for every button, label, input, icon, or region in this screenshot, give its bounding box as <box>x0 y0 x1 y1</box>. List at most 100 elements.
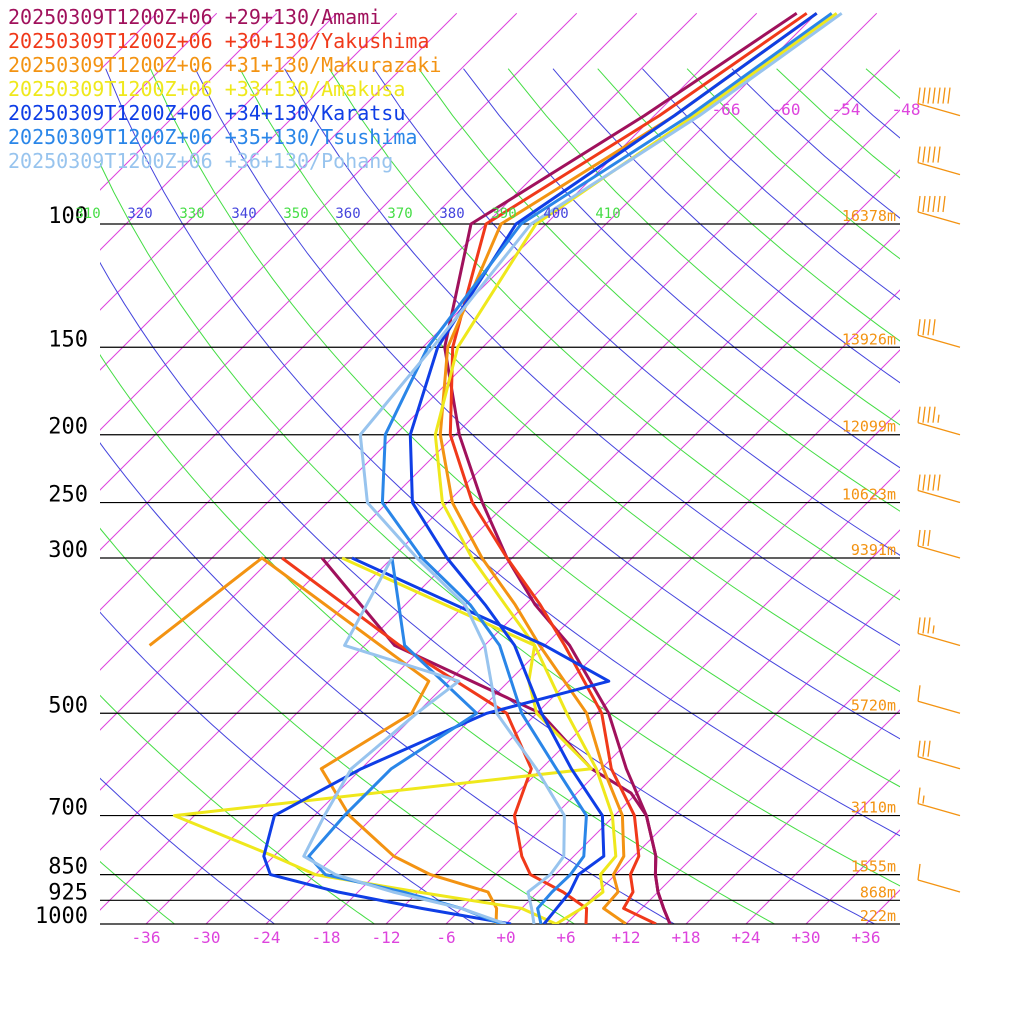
isotherm-line <box>265 289 900 924</box>
isotherm-line <box>100 49 900 851</box>
pressure-tick-label: 200 <box>48 415 88 440</box>
wind-barb-staff <box>917 802 961 817</box>
theta-label: 330 <box>179 206 204 222</box>
isotherm-line <box>565 589 900 924</box>
wind-barb-half <box>932 625 935 634</box>
height-label: 222m <box>860 907 896 925</box>
upper-temperature-label: -48 <box>892 100 921 119</box>
wind-barb-flag <box>942 195 946 213</box>
theta-label: 360 <box>335 206 360 222</box>
height-labels: 16378m 13926m 12099m 10623m 9391m 5720m 3110m 1… <box>842 207 896 925</box>
isotherm-line <box>986 13 1024 924</box>
legend: 20250309T1200Z+06 +29+130/Amami 20250309T… <box>8 5 441 173</box>
wind-barb-flag <box>922 195 926 213</box>
wind-barb-flag <box>917 685 921 702</box>
wind-barb-staff <box>917 632 961 647</box>
theta-label: 310 <box>75 206 100 222</box>
temperature-tick-label: -24 <box>252 928 281 947</box>
dry-adiabat-line <box>911 69 1024 939</box>
height-label: 9391m <box>851 541 896 559</box>
legend-entry: 20250309T1200Z+06 +35+130/Tsushima <box>8 125 417 149</box>
temperature-tick-label: +30 <box>792 928 821 947</box>
legend-entry: 20250309T1200Z+06 +31+130/Makurazaki <box>8 53 441 77</box>
pressure-tick-label: 100 <box>48 204 88 229</box>
wind-barb-staff <box>917 334 961 348</box>
wind-barb-flag <box>932 87 936 104</box>
isotherm-line <box>100 109 900 911</box>
wind-barb-flag <box>922 474 926 491</box>
theta-label: 390 <box>491 206 516 222</box>
theta-label: 410 <box>595 206 620 222</box>
wind-barb-flag <box>947 87 951 104</box>
temperature-profile-line <box>358 12 843 924</box>
temperature-tick-label: -6 <box>436 928 455 947</box>
isotherm-line <box>865 889 900 924</box>
height-label: 1555m <box>851 858 896 876</box>
wind-barb-flag <box>937 474 941 491</box>
wind-barb-staff <box>917 879 961 893</box>
temperature-tick-label: +24 <box>732 928 761 947</box>
wind-barb-flag <box>917 146 921 163</box>
wind-barb-flag <box>917 195 921 213</box>
dry-adiabat-line <box>194 68 900 740</box>
wind-barb-flag <box>917 863 921 881</box>
wind-barb-flag <box>927 146 931 163</box>
dewpoint-profile-line <box>172 556 593 924</box>
wind-barb-flag <box>937 195 941 213</box>
wind-barb-flag <box>922 740 926 757</box>
upper-temperature-label: -60 <box>772 100 801 119</box>
temperature-profile-line <box>438 12 818 924</box>
wind-barb-flag <box>917 617 921 634</box>
wind-barb-flag <box>937 87 941 104</box>
legend-entry: 20250309T1200Z+06 +36+130/Pohang <box>8 149 393 173</box>
wind-barb <box>917 617 961 647</box>
wind-barb <box>917 87 961 117</box>
dry-adiabat-line <box>105 68 900 837</box>
temperature-tick-label: +18 <box>672 928 701 947</box>
height-label: 3110m <box>851 799 896 817</box>
wind-barbs <box>917 87 961 893</box>
dry-adiabat-line <box>100 527 576 924</box>
dry-adiabat-line <box>100 261 876 924</box>
isotherm-line <box>100 12 638 551</box>
wind-barb-half <box>937 414 940 423</box>
theta-label: 400 <box>543 206 568 222</box>
legend-entry: 20250309T1200Z+06 +29+130/Amami <box>8 5 381 29</box>
wind-barb <box>917 787 961 817</box>
pressure-tick-label: 500 <box>48 693 88 718</box>
wind-barb-flag <box>927 740 931 757</box>
isotherm-lines <box>100 12 1024 924</box>
isotherm-line <box>685 709 900 924</box>
wind-barb <box>917 474 961 504</box>
isotherm-line <box>100 12 878 791</box>
wind-barb-flag <box>917 474 921 491</box>
temperature-profile-line <box>448 12 808 924</box>
wind-barb-flag <box>932 319 936 336</box>
wind-barb <box>917 319 961 348</box>
temperature-profile-line <box>380 12 833 924</box>
dry-adiabat-line <box>418 68 900 512</box>
legend-entry: 20250309T1200Z+06 +34+130/Karatsu <box>8 101 405 125</box>
isotherm-line <box>100 12 698 611</box>
upper-temperature-label: -66 <box>712 100 741 119</box>
legend-entry: 20250309T1200Z+06 +33+130/Amakusa <box>8 77 405 101</box>
wind-barb-flag <box>927 87 931 104</box>
dry-adiabat-line <box>373 68 900 556</box>
wind-barb-flag <box>917 740 921 757</box>
dry-adiabat-line <box>100 777 276 924</box>
isotherm-line <box>100 12 758 671</box>
wind-barb-flag <box>922 319 926 336</box>
isotherm-line <box>625 649 900 924</box>
theta-label: 320 <box>127 206 152 222</box>
pressure-tick-label: 925 <box>48 880 88 905</box>
wind-barb-flag <box>917 529 921 547</box>
wind-barb <box>917 529 961 559</box>
wind-barb-flag <box>927 195 931 213</box>
wind-barb-flag <box>932 195 936 213</box>
dewpoint-profile-line <box>262 556 611 924</box>
wind-barb-staff <box>917 211 961 225</box>
isotherm-line <box>100 12 278 191</box>
theta-label: 350 <box>283 206 308 222</box>
wind-barb-flag <box>917 406 921 423</box>
